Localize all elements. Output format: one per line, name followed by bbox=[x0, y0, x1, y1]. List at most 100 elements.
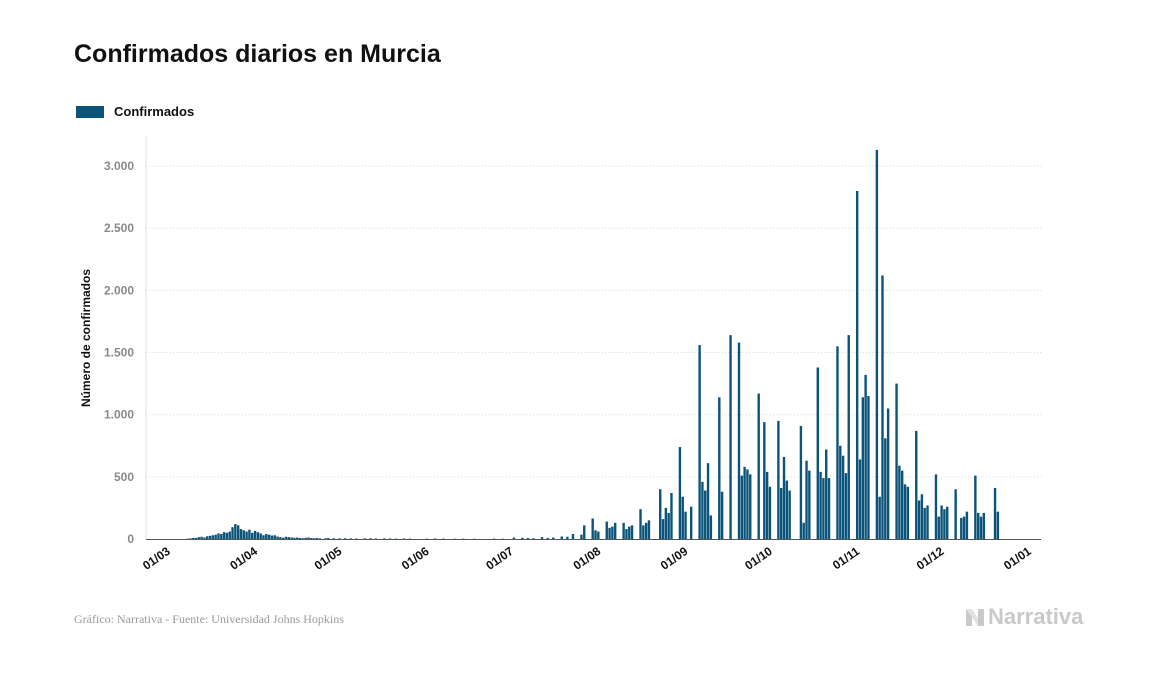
bar bbox=[816, 367, 819, 539]
x-tick-label: 01/11 bbox=[830, 544, 862, 572]
bar bbox=[560, 536, 563, 539]
bar bbox=[901, 470, 904, 539]
bar bbox=[819, 471, 822, 539]
y-tick-label: 2.000 bbox=[104, 283, 134, 297]
bar bbox=[614, 522, 617, 539]
bar bbox=[855, 190, 859, 539]
bar bbox=[802, 522, 805, 539]
bar bbox=[937, 516, 940, 539]
bar bbox=[895, 383, 898, 539]
x-tick-label: 01/07 bbox=[483, 544, 516, 573]
bar bbox=[200, 536, 203, 539]
bar bbox=[982, 512, 985, 539]
bar bbox=[611, 526, 614, 539]
bar bbox=[315, 538, 319, 539]
bar bbox=[259, 533, 262, 539]
bar bbox=[242, 530, 245, 539]
bar bbox=[884, 438, 887, 539]
gridlines bbox=[145, 135, 1041, 539]
bar bbox=[197, 537, 200, 539]
bar bbox=[920, 494, 924, 539]
bar bbox=[799, 425, 803, 539]
bar bbox=[749, 474, 752, 539]
bar bbox=[993, 488, 997, 539]
x-tick-label: 01/01 bbox=[1001, 544, 1034, 573]
bar bbox=[597, 531, 600, 539]
bar bbox=[906, 486, 910, 539]
bar bbox=[220, 534, 223, 539]
bar bbox=[290, 537, 293, 539]
bar bbox=[788, 490, 791, 539]
chart-title: Confirmados diarios en Murcia bbox=[74, 40, 441, 68]
bar bbox=[591, 518, 594, 539]
bars bbox=[186, 149, 1000, 540]
bar bbox=[222, 532, 226, 539]
bar bbox=[374, 538, 378, 539]
bar bbox=[189, 538, 192, 539]
bar bbox=[253, 530, 257, 539]
bar bbox=[979, 516, 983, 539]
bar bbox=[301, 538, 305, 539]
bar bbox=[383, 538, 386, 539]
bar bbox=[236, 525, 240, 539]
bar bbox=[256, 532, 260, 539]
legend-swatch bbox=[76, 105, 104, 118]
brand-name: Narrativa bbox=[988, 604, 1084, 629]
bar bbox=[943, 509, 946, 539]
bar bbox=[208, 535, 212, 539]
bar bbox=[594, 530, 597, 539]
bar bbox=[265, 534, 268, 539]
bar bbox=[388, 538, 392, 539]
bar bbox=[960, 517, 963, 539]
bar bbox=[287, 537, 290, 539]
bar bbox=[946, 506, 949, 539]
bar bbox=[217, 533, 220, 539]
bar bbox=[211, 535, 215, 539]
bar bbox=[917, 500, 921, 539]
bar bbox=[239, 529, 243, 539]
bar bbox=[251, 532, 254, 539]
bar bbox=[262, 535, 265, 539]
bar bbox=[746, 469, 749, 539]
bar bbox=[355, 538, 358, 539]
bar bbox=[737, 342, 741, 539]
bar bbox=[338, 538, 341, 539]
legend: Confirmados bbox=[76, 104, 194, 119]
bar bbox=[681, 496, 684, 539]
bar bbox=[940, 505, 943, 539]
bar bbox=[343, 538, 347, 539]
source-note: Gráfico: Narrativa - Fuente: Universidad… bbox=[74, 612, 344, 626]
bar bbox=[304, 537, 307, 539]
bar bbox=[934, 474, 938, 539]
bar bbox=[785, 480, 789, 539]
bar bbox=[664, 507, 668, 539]
bar bbox=[281, 537, 285, 539]
bar bbox=[709, 515, 713, 539]
bar bbox=[704, 490, 707, 539]
x-tick-label: 01/08 bbox=[571, 544, 604, 573]
bar bbox=[293, 537, 296, 539]
x-tick-label: 01/05 bbox=[312, 544, 345, 573]
y-tick-label: 2.500 bbox=[104, 221, 134, 235]
bar bbox=[284, 536, 288, 539]
bar bbox=[234, 524, 237, 539]
bar bbox=[878, 496, 881, 539]
bar bbox=[521, 537, 524, 539]
bar bbox=[279, 537, 282, 539]
bar bbox=[540, 537, 544, 539]
bar bbox=[206, 536, 209, 539]
bar bbox=[532, 538, 535, 539]
bar bbox=[231, 527, 234, 539]
legend-label: Confirmados bbox=[114, 104, 195, 119]
x-tick-labels: 01/03 01/04 01/05 01/06 01/07 01/08 01/09 01/10… bbox=[140, 544, 1034, 573]
bar bbox=[349, 538, 352, 539]
bar bbox=[327, 538, 330, 539]
bar bbox=[552, 537, 555, 539]
bar bbox=[580, 534, 583, 539]
bar bbox=[926, 505, 929, 539]
bar bbox=[974, 475, 977, 539]
bar bbox=[684, 511, 687, 539]
bar bbox=[639, 509, 642, 539]
bar bbox=[701, 481, 704, 539]
